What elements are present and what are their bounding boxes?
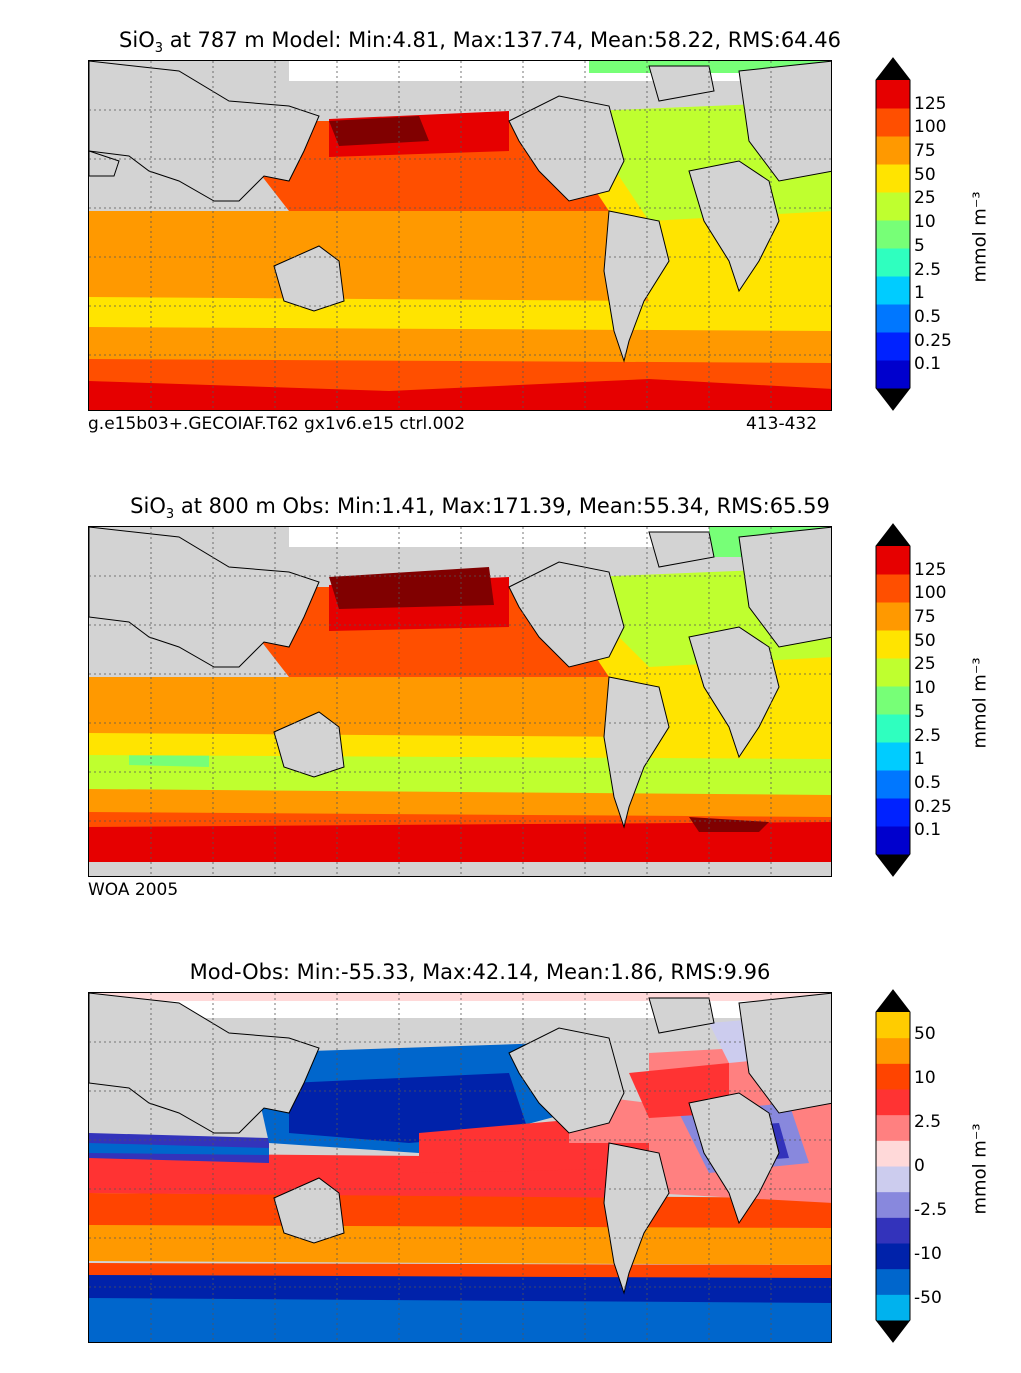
colorbar-tick-label: 125: [914, 559, 947, 580]
colorbar-segment: [876, 574, 910, 603]
colorbar-segment: [876, 332, 910, 361]
colorbar-segment: [876, 192, 910, 221]
colorbar-frame: [875, 523, 911, 877]
colorbar-tick-label: 25: [914, 188, 936, 209]
colorbar-segment: [876, 1166, 910, 1193]
obs-panel: SiO3 at 800 m Obs: Min:1.41, Max:171.39,…: [0, 466, 1021, 926]
diff-map-svg: [89, 993, 831, 1342]
colorbar-tick-label: 10: [914, 1068, 936, 1088]
colorbar-segment: [876, 770, 910, 799]
obs-title: SiO3 at 800 m Obs: Min:1.41, Max:171.39,…: [130, 494, 830, 522]
colorbar-tick-label: -10: [914, 1244, 942, 1264]
colorbar-segment: [876, 1037, 910, 1064]
colorbar-segment: [876, 220, 910, 249]
colorbar-segment: [876, 1012, 910, 1039]
colorbar-segment: [876, 248, 910, 277]
colorbar-tick-label: 5: [914, 701, 925, 722]
colorbar-tick-label: -50: [914, 1288, 942, 1308]
model-map: [88, 60, 832, 411]
colorbar-frame: [875, 989, 911, 1343]
colorbar-segment: [876, 80, 910, 109]
model-colorbar: [875, 57, 911, 411]
colorbar-segment: [876, 1140, 910, 1167]
colorbar-tick-label: 2.5: [914, 1112, 942, 1132]
colorbar-tick-label: 25: [914, 654, 936, 675]
colorbar-segment: [876, 276, 910, 305]
diff-panel: Mod-Obs: Min:-55.33, Max:42.14, Mean:1.8…: [0, 932, 1021, 1373]
colorbar-segment: [876, 108, 910, 137]
diff-map: [88, 992, 832, 1343]
model-colorbar-unit: mmol m⁻³: [969, 191, 991, 283]
model-panel: SiO3 at 787 m Model: Min:4.81, Max:137.7…: [0, 0, 1021, 460]
obs-map-svg: [89, 527, 831, 876]
obs-caption-left: WOA 2005: [88, 880, 179, 900]
colorbar-segment: [876, 1268, 910, 1295]
obs-map: [88, 526, 832, 877]
colorbar-tick-label: -2.5: [914, 1200, 948, 1220]
colorbar-frame: [875, 57, 911, 411]
colorbar-tick-label: 2.5: [914, 725, 942, 746]
diff-title: Mod-Obs: Min:-55.33, Max:42.14, Mean:1.8…: [189, 960, 771, 984]
colorbar-segment: [876, 658, 910, 687]
colorbar-segment: [876, 136, 910, 165]
model-title: SiO3 at 787 m Model: Min:4.81, Max:137.7…: [119, 28, 841, 56]
colorbar-segment: [876, 630, 910, 659]
colorbar-tick-label: 0.5: [914, 306, 942, 327]
colorbar-tick-label: 2.5: [914, 259, 942, 280]
colorbar-tick-label: 0.1: [914, 820, 942, 841]
colorbar-segment: [876, 602, 910, 631]
model-map-svg: [89, 61, 831, 410]
colorbar-tick-label: 50: [914, 164, 936, 185]
colorbar-segment: [876, 1217, 910, 1244]
colorbar-bottom-extend: [876, 388, 910, 410]
colorbar-tick-label: 100: [914, 583, 947, 604]
colorbar-top-extend: [876, 524, 910, 546]
obs-colorbar: [875, 523, 911, 877]
colorbar-segment: [876, 1243, 910, 1270]
colorbar-segment: [876, 1191, 910, 1218]
model-caption-right: 413-432: [746, 414, 818, 434]
diff-colorbar: [875, 989, 911, 1343]
colorbar-tick-label: 100: [914, 117, 947, 138]
colorbar-tick-label: 1: [914, 283, 925, 304]
colorbar-tick-label: 50: [914, 1024, 936, 1044]
obs-colorbar-unit: mmol m⁻³: [969, 657, 991, 749]
colorbar-tick-label: 125: [914, 93, 947, 114]
colorbar-tick-label: 1: [914, 749, 925, 770]
colorbar-tick-label: 0.5: [914, 772, 942, 793]
colorbar-segment: [876, 1294, 910, 1321]
colorbar-tick-label: 0.1: [914, 354, 942, 375]
model-caption-left: g.e15b03+.GECOIAF.T62 gx1v6.e15 ctrl.002: [88, 414, 466, 434]
colorbar-segment: [876, 304, 910, 333]
colorbar-tick-label: 0: [914, 1156, 925, 1176]
diff-colorbar-unit: mmol m⁻³: [969, 1123, 991, 1215]
colorbar-bottom-extend: [876, 854, 910, 876]
colorbar-tick-label: 10: [914, 212, 936, 233]
colorbar-segment: [876, 686, 910, 715]
colorbar-segment: [876, 1114, 910, 1141]
colorbar-segment: [876, 164, 910, 193]
colorbar-top-extend: [876, 990, 910, 1012]
colorbar-tick-label: 10: [914, 678, 936, 699]
colorbar-segment: [876, 714, 910, 743]
colorbar-tick-label: 50: [914, 630, 936, 651]
colorbar-tick-label: 0.25: [914, 796, 952, 817]
colorbar-segment: [876, 360, 910, 389]
colorbar-bottom-extend: [876, 1320, 910, 1342]
colorbar-segment: [876, 546, 910, 575]
colorbar-segment: [876, 826, 910, 855]
colorbar-tick-label: 5: [914, 235, 925, 256]
colorbar-segment: [876, 1063, 910, 1090]
colorbar-top-extend: [876, 58, 910, 80]
colorbar-segment: [876, 1089, 910, 1116]
colorbar-tick-label: 75: [914, 607, 936, 628]
colorbar-tick-label: 75: [914, 141, 936, 162]
colorbar-segment: [876, 798, 910, 827]
colorbar-tick-label: 0.25: [914, 330, 952, 351]
colorbar-segment: [876, 742, 910, 771]
